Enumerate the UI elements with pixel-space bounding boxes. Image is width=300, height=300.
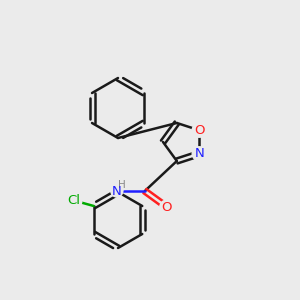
Circle shape bbox=[192, 147, 206, 161]
Text: O: O bbox=[162, 200, 172, 214]
Text: Cl: Cl bbox=[67, 194, 80, 208]
Text: N: N bbox=[194, 147, 204, 160]
Circle shape bbox=[117, 180, 127, 190]
Circle shape bbox=[160, 200, 174, 214]
Text: O: O bbox=[194, 124, 204, 137]
Text: N: N bbox=[112, 184, 122, 197]
Text: H: H bbox=[118, 180, 126, 190]
Circle shape bbox=[111, 185, 123, 197]
Circle shape bbox=[192, 123, 206, 137]
Circle shape bbox=[66, 193, 82, 209]
